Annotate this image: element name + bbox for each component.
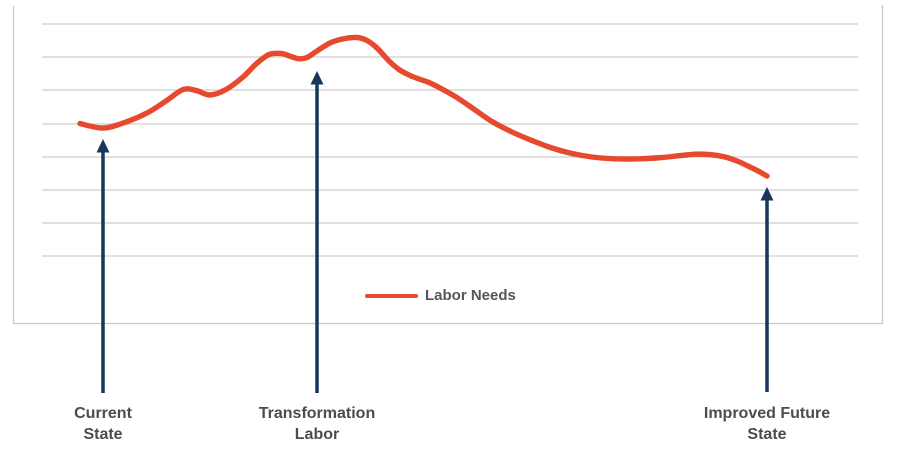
annotation-line1: Current [74,405,132,422]
chart-legend: Labor Needs [365,287,516,305]
annotation-current-state: Current State [74,403,132,445]
annotation-line2: Labor [294,426,340,443]
legend-line-swatch [365,294,418,298]
legend-label: Labor Needs [425,287,516,304]
annotation-line2: State [747,426,787,443]
annotation-line1: Transformation [258,405,376,422]
annotation-line1: Improved Future [703,405,831,422]
annotation-line2: State [83,426,123,443]
annotation-transformation-labor: Transformation Labor [259,403,375,445]
annotation-improved-future-state: Improved Future State [704,403,830,445]
